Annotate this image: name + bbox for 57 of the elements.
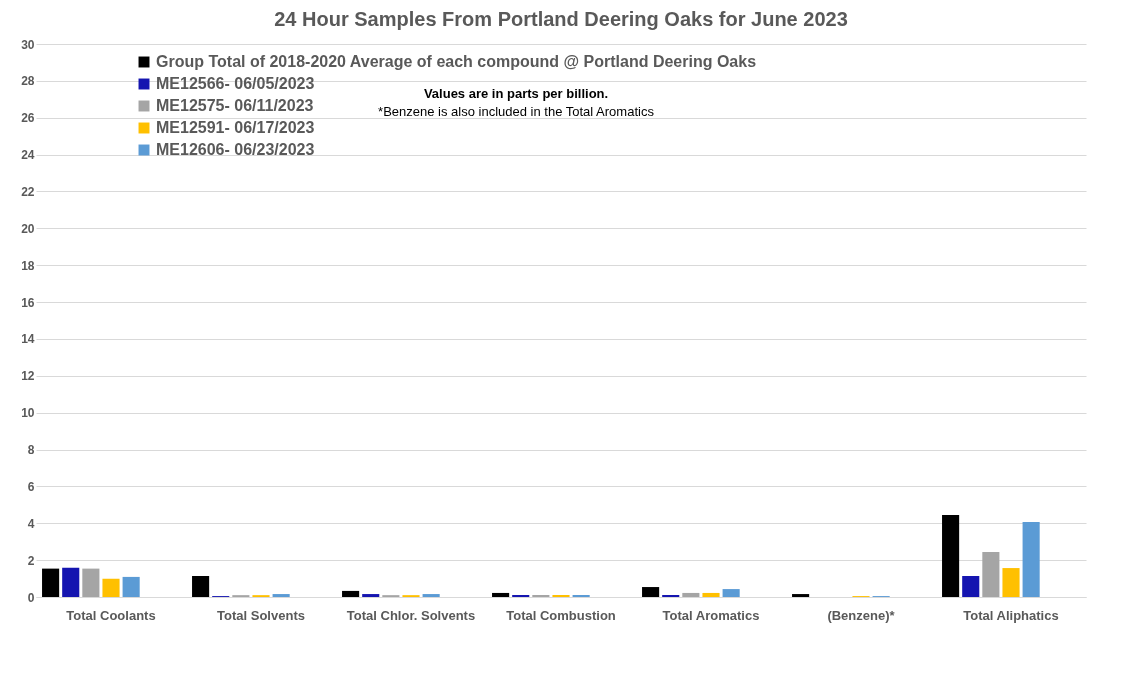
x-tick-label: Total Combustion	[506, 607, 616, 623]
bar	[342, 590, 360, 597]
y-tick-label: 2	[27, 553, 35, 568]
y-tick-label: 18	[21, 258, 35, 273]
bar	[572, 594, 590, 597]
bar	[662, 594, 680, 597]
bar	[1002, 568, 1020, 597]
bar	[512, 594, 530, 597]
x-tick-label: Total Chlor. Solvents	[346, 607, 476, 623]
y-tick-label: 10	[21, 406, 35, 421]
bar	[1022, 521, 1040, 597]
bar	[102, 578, 120, 597]
y-tick-label: 20	[21, 221, 35, 236]
bar	[942, 514, 960, 597]
legend-label: ME12591- 06/17/2023	[156, 119, 315, 136]
y-tick-label: 12	[21, 369, 35, 384]
chart-title: 24 Hour Samples From Portland Deering Oaks for June 2023	[274, 8, 848, 30]
y-tick-label: 26	[21, 111, 35, 126]
bar	[362, 594, 380, 597]
y-tick-label: 28	[21, 74, 35, 89]
y-tick-label: 30	[21, 37, 35, 52]
x-tick-label: (Benzene)*	[827, 607, 896, 623]
bar	[552, 594, 570, 597]
bar	[962, 575, 980, 597]
annotation: *Benzene is also included in the Total Aromatics	[378, 104, 655, 119]
bar	[722, 589, 740, 597]
x-tick-label: Total Aliphatics	[963, 607, 1059, 623]
y-tick-label: 14	[21, 332, 35, 347]
x-tick-label: Total Solvents	[217, 607, 305, 623]
bar	[642, 587, 660, 597]
bar	[82, 568, 100, 597]
y-tick-label: 8	[27, 443, 35, 458]
bar	[702, 592, 720, 597]
bar	[122, 576, 140, 597]
bar	[682, 592, 700, 597]
legend-label: ME12606- 06/23/2023	[156, 141, 315, 158]
y-tick-label: 0	[27, 590, 35, 605]
x-tick-label: Total Coolants	[66, 607, 156, 623]
bar	[792, 594, 810, 597]
y-tick-label: 24	[21, 148, 35, 163]
x-tick-label: Total Aromatics	[662, 607, 760, 623]
bar	[422, 594, 440, 597]
y-tick-label: 16	[21, 295, 35, 310]
y-tick-label: 6	[27, 479, 35, 494]
bar	[42, 568, 60, 597]
y-tick-label: 4	[27, 516, 35, 531]
bar	[62, 567, 80, 597]
y-tick-label: 22	[21, 184, 35, 199]
bar	[272, 594, 290, 597]
legend-label: ME12566- 06/05/2023	[156, 75, 315, 92]
bar	[192, 575, 210, 597]
legend-label: ME12575- 06/11/2023	[156, 97, 314, 114]
annotation: Values are in parts per billion.	[423, 86, 609, 101]
bar	[982, 552, 1000, 597]
bar	[532, 594, 550, 597]
bar	[492, 592, 510, 597]
legend-label: Group Total of 2018-2020 Average of each compound @ Portland Deering Oaks	[156, 53, 757, 70]
